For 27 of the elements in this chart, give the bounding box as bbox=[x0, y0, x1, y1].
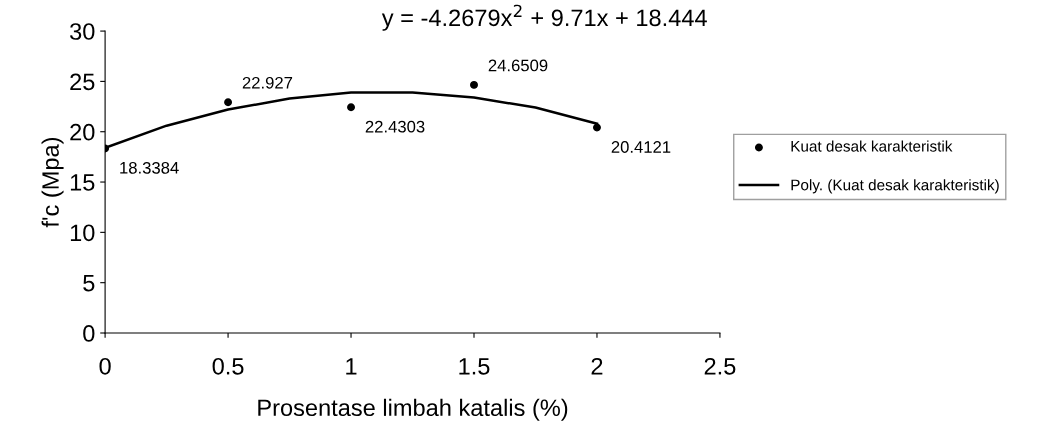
y-tick-label: 5 bbox=[83, 274, 95, 292]
y-tick-label: 0 bbox=[83, 325, 95, 342]
point bbox=[224, 98, 233, 107]
x-tick-label: 2.5 bbox=[704, 357, 736, 375]
y-tick-label: 20 bbox=[70, 123, 95, 141]
x-tick-label: 0.5 bbox=[212, 357, 244, 375]
data-label: 20.4121 bbox=[611, 141, 671, 153]
legend-label: Kuat desak karakteristik bbox=[791, 140, 953, 152]
y-tick-label: 25 bbox=[70, 73, 95, 91]
data-label: 18.3384 bbox=[120, 161, 179, 174]
point bbox=[347, 103, 355, 112]
text: y = -4.2679x$^{2}$ + 9.71x + 18.444 bbox=[381, 4, 707, 31]
data-label: 22.927 bbox=[242, 76, 293, 89]
y-tick-label: 30 bbox=[70, 23, 95, 40]
data-label: 22.4303 bbox=[365, 120, 425, 133]
point bbox=[593, 123, 601, 132]
x-tick-label: 1.5 bbox=[459, 358, 490, 375]
point bbox=[470, 80, 478, 89]
y-axis-title: f'c (Mpa) bbox=[41, 137, 64, 228]
data-label: 24.6509 bbox=[488, 59, 548, 72]
x-tick-label: 0 bbox=[99, 357, 111, 375]
y-tick-label: 10 bbox=[70, 224, 95, 242]
y-tick-label: 15 bbox=[70, 174, 95, 191]
x-tick-label: 2 bbox=[591, 357, 603, 375]
legend-label: Poly. (Kuat desak karakteristik) bbox=[791, 179, 999, 194]
x-axis-title: Prosentase limbah katalis (%) bbox=[258, 398, 568, 421]
x-tick-label: 1 bbox=[346, 358, 357, 375]
